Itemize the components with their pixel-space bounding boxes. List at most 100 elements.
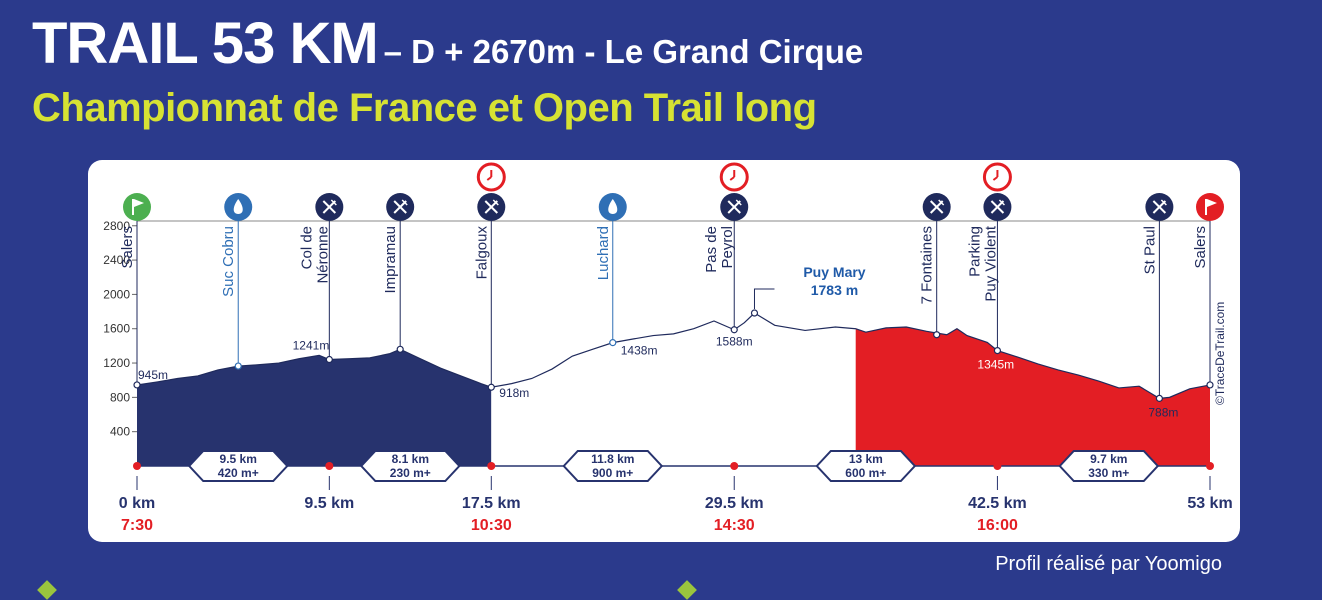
clock-hand [729,176,735,181]
y-tick-label: 400 [110,425,130,439]
decoration-diamond [677,580,697,600]
waypoint-name: Col de [298,226,315,269]
altitude-label: 788m [1148,405,1178,419]
y-tick-label: 1600 [103,322,130,336]
fork-tines [401,199,408,206]
fork-tines [492,199,499,206]
clock-hand [486,176,492,181]
km-label: 42.5 km [968,495,1027,512]
cutoff-time: 16:00 [977,517,1018,534]
waypoint-name: Néronne [314,226,331,284]
peak-altitude: 1783 m [811,282,858,298]
y-tick-label: 1200 [103,356,130,370]
water-drop-shape [608,199,618,214]
waypoint-dot [1206,381,1214,389]
section-gain: 420 m+ [218,466,259,480]
peak-name: Puy Mary [803,264,865,280]
waypoint-name: Puy Violent [982,225,999,301]
km-marker-dot [325,462,334,470]
cutoff-time: 14:30 [714,517,755,534]
section-gain: 330 m+ [1088,466,1129,480]
km-marker-dot [487,462,496,470]
fork-tines [1160,199,1167,206]
fork-tines [938,199,945,206]
cutoff-time: 7:30 [121,517,153,534]
profile-segment-fill [491,313,856,466]
fork-tines [735,199,742,206]
page-subtitle: Championnat de France et Open Trail long [32,86,817,130]
clock-hand [992,176,999,181]
altitude-label: 1345m [977,358,1014,372]
section-badge [562,450,664,482]
water-drop-shape [233,199,243,214]
km-marker-dot [993,462,1002,470]
waypoint: Parking Puy Violent 1345m [966,162,1014,372]
peak-dot [750,309,759,317]
peak-leader-line [753,288,775,310]
waypoint-dot [133,381,141,389]
waypoint: Suc Cobru [220,193,253,370]
section-badge [359,450,461,482]
title-detail: – D + 2670m - Le Grand Cirque [383,33,864,70]
waypoint-dot [325,355,333,364]
page-title: TRAIL 53 KM – D + 2670m - Le Grand Cirque [32,10,863,77]
waypoint: Salers 945m [119,193,168,389]
km-label: 9.5 km [304,495,354,512]
waypoint-dot [933,331,941,339]
elevation-profile-card: 400 800 1200 1600 2000 2400 2800 9.5 km 420 m+ 8.… [88,160,1240,542]
waypoint-name: Impramau [382,226,399,294]
y-tick-label: 2800 [103,219,130,233]
waypoint-dot [234,362,242,370]
fork-tines [330,199,337,206]
km-marker-dot [730,462,739,470]
section-distance: 13 km [849,452,883,466]
waypoint-name: Parking [966,226,983,277]
km-label: 0 km [119,495,155,512]
profile-line [136,312,1211,400]
cutoff-time: 10:30 [471,517,512,534]
section-distance: 11.8 km [591,452,634,466]
waypoint-name: Falgoux [473,226,490,280]
section-badge [815,450,917,482]
altitude-label: 1588m [716,335,753,349]
km-marker-dot [1206,462,1214,470]
waypoint-name: St Paul [1141,226,1158,274]
altitude-label: 1241m [293,339,330,353]
waypoint: St Paul 788m [1141,193,1178,419]
waypoint-dot [1155,394,1163,402]
waypoint-name: Pas de [703,226,720,273]
title-main: TRAIL 53 KM [32,11,379,76]
section-distance: 8.1 km [392,452,429,466]
waypoint-dot [487,383,495,391]
waypoint-name: Salers [1192,226,1209,269]
waypoint-name: Salers [119,226,136,269]
waypoint-dot [730,326,738,334]
flag-start-icon [123,193,151,221]
km-label: 29.5 km [705,495,764,512]
waypoint: Col de Néronne 1241m [293,193,344,364]
section-gain: 230 m+ [390,466,431,480]
altitude-label: 945m [138,368,168,382]
y-tick-label: 800 [110,390,130,404]
flag-cloth [134,199,144,207]
waypoint: Pas de Peyrol 1588m [703,162,753,349]
waypoint-dot [609,339,617,347]
fork-tines [998,199,1005,206]
section-badge [187,450,289,482]
waypoint: 7 Fontaines [919,193,951,339]
waypoint-name: Peyrol [719,226,736,269]
section-distance: 9.5 km [220,452,257,466]
y-tick-label: 2400 [103,253,130,267]
section-gain: 600 m+ [845,466,886,480]
waypoint-name: 7 Fontaines [919,226,936,304]
km-marker-dot [133,462,141,470]
waypoint: Salers [1192,193,1224,389]
y-tick-label: 2000 [103,287,130,301]
flag-finish-icon [1196,193,1224,221]
section-distance: 9.7 km [1090,452,1127,466]
waypoint: Luchard 1438m [595,193,658,358]
section-badge [1058,450,1160,482]
km-label: 53 km [1187,495,1232,512]
altitude-label: 1438m [621,344,658,358]
waypoint-name: Suc Cobru [220,226,237,297]
